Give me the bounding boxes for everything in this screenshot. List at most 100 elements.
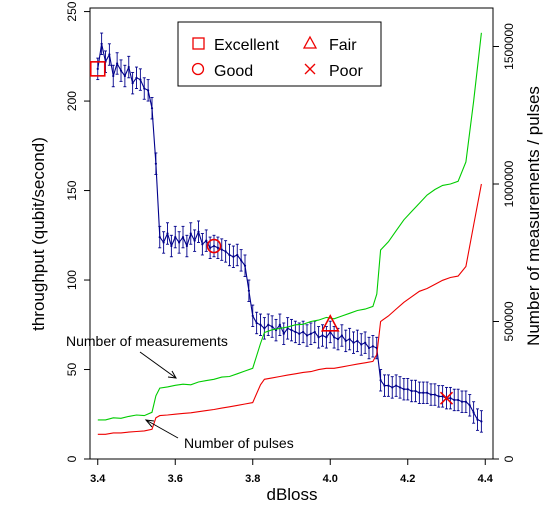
legend: Excellent Fair Good Poor (177, 21, 382, 87)
data-point-92 (453, 398, 456, 402)
y-tick-label-1: 50 (65, 363, 79, 377)
data-point-11 (139, 78, 142, 81)
data-point-41 (255, 321, 258, 325)
x-tick-label-3: 4.0 (323, 473, 338, 485)
x-tick-label-1: 3.6 (168, 473, 183, 485)
legend-box (177, 21, 382, 87)
data-point-23 (185, 244, 188, 248)
data-point-70 (367, 346, 371, 350)
data-point-4 (112, 74, 115, 78)
data-point-31 (216, 246, 219, 249)
data-point-47 (278, 323, 281, 326)
legend-label-excellent: Excellent (214, 37, 279, 54)
data-point-51 (294, 330, 297, 334)
data-point-20 (174, 235, 177, 239)
data-point-8 (127, 65, 130, 69)
data-point-80 (406, 388, 409, 391)
data-point-61 (333, 336, 336, 339)
highlight-square-marker (89, 61, 106, 77)
data-point-54 (305, 334, 309, 337)
data-point-73 (379, 379, 382, 382)
y-tick-label-4: 200 (65, 91, 79, 111)
data-point-12 (143, 87, 146, 90)
highlight-triangle-marker (320, 314, 340, 332)
data-point-19 (170, 244, 173, 248)
data-point-25 (193, 239, 196, 242)
data-point-67 (356, 339, 359, 342)
data-point-55 (309, 332, 312, 335)
y-tick-label-0: 0 (65, 455, 79, 462)
y2-axis-label: Number of measurements / pulses (524, 86, 543, 346)
data-point-22 (181, 235, 185, 239)
y-tick-label-3: 150 (65, 180, 79, 200)
data-point-44 (267, 323, 270, 326)
data-point-21 (178, 241, 181, 244)
data-point-40 (251, 314, 254, 317)
data-point-13 (147, 89, 150, 92)
legend-square-icon (192, 37, 205, 50)
data-point-98 (476, 418, 479, 421)
data-point-10 (135, 76, 138, 79)
data-point-79 (402, 388, 405, 391)
data-point-86 (429, 393, 433, 396)
x-tick-label-2: 3.8 (245, 473, 260, 485)
data-point-71 (371, 345, 374, 348)
data-point-81 (410, 389, 413, 393)
data-point-7 (123, 74, 126, 78)
data-point-30 (212, 244, 216, 248)
data-point-59 (325, 336, 328, 339)
data-point-18 (166, 232, 169, 235)
data-point-57 (317, 336, 320, 339)
data-point-91 (449, 397, 452, 400)
x-axis-label: dBloss (266, 485, 317, 504)
y2-tick-label-3: 1500000 (502, 23, 516, 70)
data-point-33 (224, 250, 227, 253)
data-point-5 (116, 62, 119, 65)
data-point-50 (290, 329, 293, 332)
x-tick-label-0: 3.4 (90, 473, 106, 485)
annotation-measurements: Number of measurements (66, 333, 228, 349)
legend-circle-icon (191, 62, 205, 76)
data-point-16 (158, 235, 161, 239)
data-point-35 (232, 255, 235, 258)
data-point-65 (348, 337, 351, 341)
data-point-0 (96, 67, 99, 70)
data-point-24 (189, 232, 192, 235)
data-point-76 (391, 386, 394, 389)
data-point-82 (414, 389, 417, 393)
y2-tick-label-1: 500000 (502, 301, 516, 341)
data-point-66 (352, 341, 355, 344)
legend-label-poor: Poor (329, 63, 363, 80)
data-point-53 (302, 330, 305, 334)
data-point-49 (286, 327, 289, 330)
data-point-94 (460, 400, 464, 403)
data-point-69 (364, 341, 367, 344)
data-point-88 (437, 395, 440, 398)
data-point-38 (243, 264, 247, 267)
data-point-42 (259, 323, 262, 326)
data-point-75 (387, 384, 390, 387)
data-point-15 (154, 162, 157, 165)
y2-tick-label-2: 1000000 (502, 160, 516, 207)
series-layer (96, 32, 483, 435)
annotation-pulses: Number of pulses (184, 435, 294, 451)
series-line-0 (97, 43, 482, 422)
data-point-68 (360, 343, 363, 346)
annotation-measurements-arrow (139, 351, 177, 379)
legend-triangle-icon (302, 35, 318, 49)
data-point-37 (240, 259, 243, 262)
data-point-34 (228, 253, 231, 257)
data-point-64 (344, 339, 347, 342)
data-point-99 (480, 420, 483, 423)
data-point-28 (205, 239, 208, 242)
data-point-77 (395, 384, 398, 387)
data-point-45 (271, 325, 274, 328)
y2-tick-label-0: 0 (502, 455, 516, 462)
data-point-1 (100, 42, 103, 45)
data-point-6 (119, 69, 123, 72)
data-point-85 (426, 391, 429, 394)
data-point-84 (422, 391, 425, 394)
series-line-2 (97, 183, 482, 435)
highlight-circle-marker (206, 238, 222, 254)
data-point-83 (418, 391, 421, 394)
